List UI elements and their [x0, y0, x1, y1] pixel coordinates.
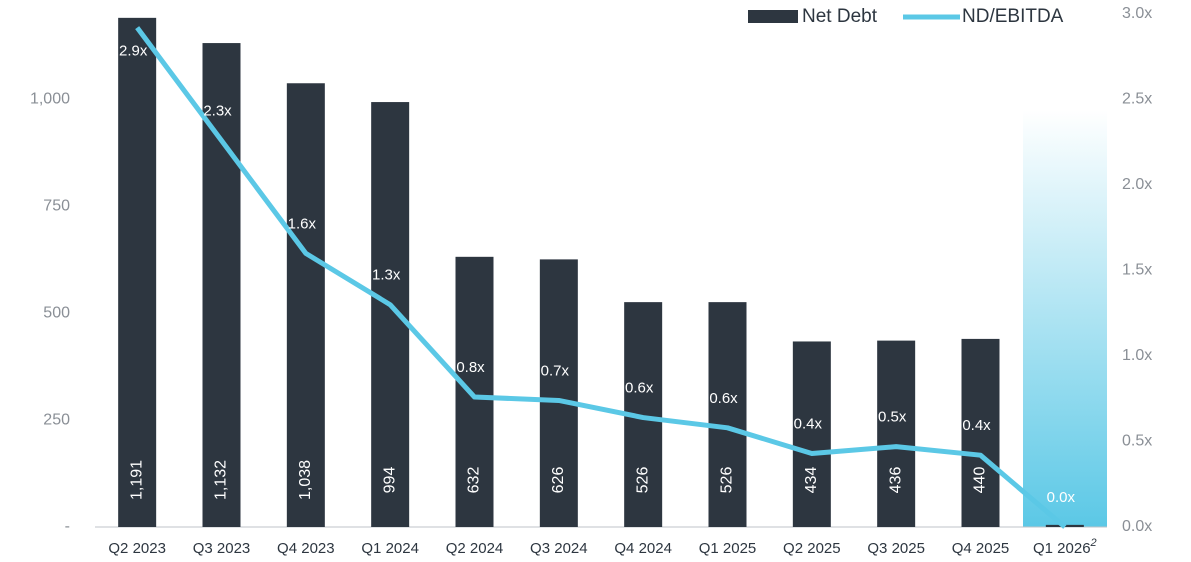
y2-tick-label: 2.0x [1122, 176, 1152, 193]
x-tick-label: Q4 2025 [952, 540, 1010, 557]
bar [455, 256, 494, 527]
bar-label: 440 [972, 467, 989, 494]
legend-label: Net Debt [802, 6, 878, 27]
y-tick-label: 750 [43, 198, 70, 215]
x-tick-label: Q3 2024 [530, 540, 588, 557]
category: Q3 2023 [193, 540, 251, 557]
category: Q2 2023 [108, 540, 166, 557]
bar [539, 259, 578, 527]
category: Q3 2025 [867, 540, 925, 557]
bar-label: 526 [634, 467, 651, 494]
bar [118, 17, 157, 527]
x-tick-label: Q4 2024 [614, 540, 672, 557]
category: Q1 2026 [1033, 540, 1091, 557]
x-tick-label: Q4 2023 [277, 540, 335, 557]
bar [286, 83, 325, 527]
x-tick-label: Q2 2024 [446, 540, 504, 557]
bar-label: 626 [550, 467, 567, 494]
x-tick-label: Q3 2023 [193, 540, 251, 557]
category: Q3 2024 [530, 540, 588, 557]
category: Q4 2023 [277, 540, 335, 557]
y-tick-label: 250 [43, 411, 70, 428]
bar [708, 302, 747, 527]
y-tick-label: 500 [43, 304, 70, 321]
line-label: 0.6x [709, 390, 738, 407]
bar-label: 434 [803, 467, 820, 494]
footnote-marker: 2 [1090, 537, 1097, 549]
category: Q1 2024 [361, 540, 419, 557]
line-label: 2.3x [203, 103, 232, 120]
line-label: 1.6x [288, 215, 317, 232]
bar-label: 436 [887, 467, 904, 494]
bar-label: 1,191 [128, 460, 145, 500]
y-tick-label: - [65, 518, 70, 535]
legend-label: ND/EBITDA [962, 6, 1064, 27]
line-label: 0.7x [541, 362, 570, 379]
bar [877, 340, 916, 527]
y2-tick-label: 1.5x [1122, 262, 1152, 279]
category: Q4 2024 [614, 540, 672, 557]
x-tick-label: Q1 20262 [1033, 537, 1097, 557]
y2-tick-label: 1.0x [1122, 347, 1152, 364]
x-tick-label: Q1 2025 [699, 540, 757, 557]
y2-tick-label: 0.0x [1122, 518, 1152, 535]
bar-label: 632 [466, 467, 483, 494]
legend-swatch [748, 10, 798, 23]
line-label: 0.0x [1047, 489, 1076, 506]
y-tick-label: 1,000 [30, 91, 70, 108]
bar-label: 994 [381, 467, 398, 494]
bar-label: 1,132 [213, 460, 230, 500]
category: Q2 2025 [783, 540, 841, 557]
x-tick-label: Q3 2025 [867, 540, 925, 557]
y2-tick-label: 3.0x [1122, 5, 1152, 22]
line-label: 0.6x [625, 380, 654, 397]
y2-tick-label: 0.5x [1122, 433, 1152, 450]
line-label: 1.3x [372, 267, 401, 284]
line-label: 0.4x [794, 415, 823, 432]
category: Q2 2024 [446, 540, 504, 557]
category: Q4 2025 [952, 540, 1010, 557]
category: Q1 2025 [699, 540, 757, 557]
line-label: 2.9x [119, 43, 148, 60]
line [135, 26, 1067, 529]
highlight [1023, 110, 1107, 527]
x-tick-label: Q2 2025 [783, 540, 841, 557]
bar [371, 102, 410, 527]
bar-label: 526 [719, 467, 736, 494]
line-label: 0.8x [456, 359, 485, 376]
y2-tick-label: 2.5x [1122, 91, 1152, 108]
line-label: 0.5x [878, 409, 907, 426]
line-label: 0.4x [962, 417, 991, 434]
bar [961, 338, 1000, 527]
bar [792, 341, 831, 527]
x-tick-label: Q2 2023 [108, 540, 166, 557]
bar-label: 1,038 [297, 460, 314, 500]
x-tick-label: Q1 2024 [361, 540, 419, 557]
